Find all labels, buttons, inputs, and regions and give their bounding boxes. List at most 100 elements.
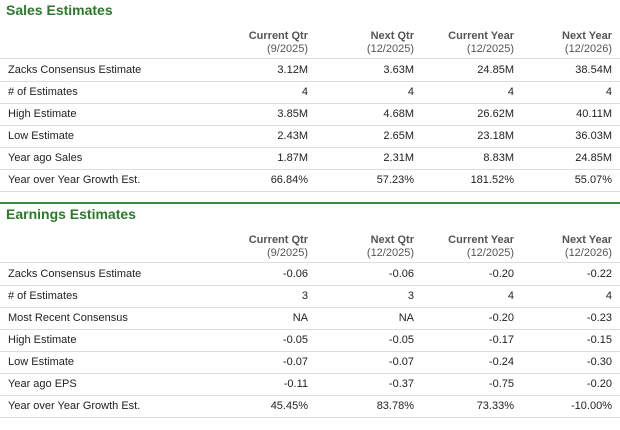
cell-value: -0.20 <box>488 312 514 324</box>
row-label: Zacks Consensus Estimate <box>8 64 142 76</box>
cell-value: -0.24 <box>488 356 514 368</box>
cell-value: 26.62M <box>477 108 514 120</box>
cell-value: -0.23 <box>586 312 612 324</box>
cell-value: -0.30 <box>586 356 612 368</box>
cell-value: NA <box>398 312 414 324</box>
cell-value: 4 <box>507 290 514 302</box>
row-rule <box>0 285 620 286</box>
cell-value: 2.65M <box>383 130 414 142</box>
row-label: Low Estimate <box>8 356 75 368</box>
row-rule <box>0 395 620 396</box>
row-rule <box>0 125 620 126</box>
cell-value: 24.85M <box>575 152 612 164</box>
column-period: (12/2025) <box>366 247 414 259</box>
row-label: Zacks Consensus Estimate <box>8 268 142 280</box>
cell-value: -0.06 <box>282 268 308 280</box>
cell-value: -0.22 <box>586 268 612 280</box>
cell-value: 3 <box>301 290 308 302</box>
cell-value: 57.23% <box>376 174 414 186</box>
cell-value: 4 <box>507 86 514 98</box>
cell-value: 38.54M <box>575 64 612 76</box>
cell-value: -0.17 <box>488 334 514 346</box>
cell-value: 2.31M <box>383 152 414 164</box>
column-header: Current Qtr <box>248 30 308 42</box>
cell-value: 24.85M <box>477 64 514 76</box>
cell-value: 181.52% <box>470 174 514 186</box>
section-divider <box>0 202 620 204</box>
row-label: Year ago EPS <box>8 378 77 390</box>
section-title: Sales Estimates <box>6 2 113 18</box>
header-rule <box>0 58 620 59</box>
cell-value: -0.05 <box>282 334 308 346</box>
column-period: (12/2026) <box>564 247 612 259</box>
row-label: High Estimate <box>8 334 77 346</box>
row-rule <box>0 351 620 352</box>
row-label: # of Estimates <box>8 86 78 98</box>
cell-value: -0.07 <box>388 356 414 368</box>
row-label: # of Estimates <box>8 290 78 302</box>
row-label: Year over Year Growth Est. <box>8 400 141 412</box>
row-label: Most Recent Consensus <box>8 312 128 324</box>
column-header: Next Qtr <box>370 30 414 42</box>
row-rule <box>0 417 620 418</box>
cell-value: 4 <box>605 86 612 98</box>
cell-value: 3 <box>407 290 414 302</box>
cell-value: -0.15 <box>586 334 612 346</box>
cell-value: 2.43M <box>277 130 308 142</box>
cell-value: -0.20 <box>586 378 612 390</box>
row-rule <box>0 329 620 330</box>
column-header: Next Qtr <box>370 234 414 246</box>
row-label: Year over Year Growth Est. <box>8 174 141 186</box>
cell-value: -0.37 <box>388 378 414 390</box>
cell-value: 3.63M <box>383 64 414 76</box>
row-rule <box>0 103 620 104</box>
cell-value: 83.78% <box>376 400 414 412</box>
column-period: (12/2025) <box>466 43 514 55</box>
cell-value: 40.11M <box>576 108 612 120</box>
cell-value: -0.75 <box>488 378 514 390</box>
cell-value: 3.85M <box>277 108 308 120</box>
row-rule <box>0 191 620 192</box>
cell-value: 8.83M <box>483 152 514 164</box>
column-header: Current Year <box>448 234 514 246</box>
column-period: (12/2026) <box>564 43 612 55</box>
row-rule <box>0 147 620 148</box>
cell-value: 1.87M <box>277 152 308 164</box>
cell-value: 73.33% <box>476 400 514 412</box>
column-period: (9/2025) <box>267 247 308 259</box>
header-rule <box>0 262 620 263</box>
row-label: Low Estimate <box>8 130 75 142</box>
column-period: (12/2025) <box>366 43 414 55</box>
cell-value: -10.00% <box>571 400 612 412</box>
column-header: Current Year <box>448 30 514 42</box>
cell-value: 55.07% <box>574 174 612 186</box>
cell-value: 4.68M <box>383 108 414 120</box>
cell-value: NA <box>292 312 308 324</box>
cell-value: -0.05 <box>388 334 414 346</box>
column-header: Current Qtr <box>248 234 308 246</box>
column-header: Next Year <box>562 234 612 246</box>
cell-value: 3.12M <box>277 64 308 76</box>
cell-value: 23.18M <box>477 130 514 142</box>
cell-value: -0.07 <box>282 356 308 368</box>
cell-value: -0.20 <box>488 268 514 280</box>
row-rule <box>0 307 620 308</box>
column-period: (9/2025) <box>267 43 308 55</box>
row-label: Year ago Sales <box>8 152 83 164</box>
cell-value: -0.11 <box>283 378 308 390</box>
row-rule <box>0 169 620 170</box>
row-rule <box>0 373 620 374</box>
cell-value: -0.06 <box>388 268 414 280</box>
cell-value: 45.45% <box>270 400 308 412</box>
cell-value: 66.84% <box>270 174 308 186</box>
cell-value: 4 <box>605 290 612 302</box>
column-header: Next Year <box>562 30 612 42</box>
column-period: (12/2025) <box>466 247 514 259</box>
cell-value: 36.03M <box>575 130 612 142</box>
row-rule <box>0 81 620 82</box>
cell-value: 4 <box>407 86 414 98</box>
cell-value: 4 <box>301 86 308 98</box>
section-title: Earnings Estimates <box>6 206 136 222</box>
row-label: High Estimate <box>8 108 77 120</box>
